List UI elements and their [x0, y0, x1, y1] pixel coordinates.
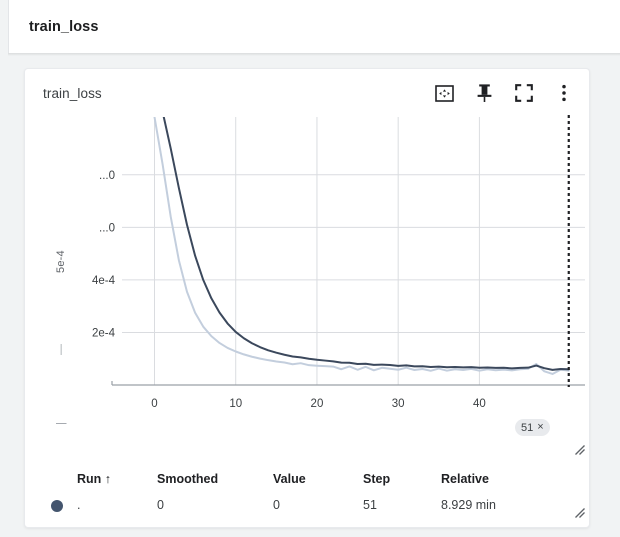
y-tick-label: 4e-4 — [92, 275, 116, 287]
chart-card-actions — [433, 82, 575, 104]
legend-body: . 0 0 51 8.929 min — [43, 496, 573, 514]
legend-header-row: Run ↑ Smoothed Value Step Relative — [43, 469, 573, 496]
pin-icon[interactable] — [473, 82, 495, 104]
legend-col-color — [43, 469, 77, 496]
chart-title: train_loss — [43, 85, 102, 101]
legend-cell-run: . — [77, 498, 81, 512]
legend-run-color — [43, 496, 77, 514]
legend-cell-value: 0 — [273, 498, 280, 512]
run-color-dot — [51, 499, 63, 512]
x-tick-label: 0 — [151, 398, 157, 410]
legend-col-smoothed[interactable]: Smoothed — [157, 472, 219, 486]
legend-col-relative[interactable]: Relative — [441, 472, 489, 486]
y-tick-label: ...0 — [99, 170, 115, 182]
x-tick-label: 20 — [311, 398, 324, 410]
page-title: train_loss — [29, 18, 99, 35]
chart-line-series — [162, 117, 570, 371]
chart-card: train_loss — [24, 68, 590, 528]
chart-plot-area[interactable]: 5e-4 — | 2e-4 4e-4 ...0 ...0 0 10 20 30 40 51 × — [25, 113, 591, 463]
run-legend: Run ↑ Smoothed Value Step Relative . 0 0 51… — [25, 469, 591, 514]
chart-svg[interactable]: 2e-4 4e-4 ...0 ...0 0 10 20 30 40 — [25, 113, 591, 463]
x-tick-label: 40 — [473, 398, 486, 410]
legend-col-value[interactable]: Value — [273, 472, 306, 486]
chart-card-header: train_loss — [25, 69, 589, 117]
legend-cell-smoothed: 0 — [157, 498, 164, 512]
page-header: train_loss — [8, 0, 620, 53]
step-marker-close-icon[interactable]: × — [537, 421, 544, 433]
legend-col-step[interactable]: Step — [363, 472, 391, 486]
fit-domain-icon[interactable] — [433, 82, 455, 104]
legend-row[interactable]: . 0 0 51 8.929 min — [43, 496, 573, 514]
step-marker-value: 51 — [521, 421, 534, 434]
header-shadow — [8, 53, 620, 56]
x-tick-label: 30 — [392, 398, 405, 410]
y-tick-label: ...0 — [99, 222, 115, 234]
more-options-icon[interactable] — [553, 82, 575, 104]
card-resize-handle[interactable] — [573, 506, 587, 520]
legend-table: Run ↑ Smoothed Value Step Relative . 0 0 51… — [43, 469, 573, 514]
chart-line-series — [153, 117, 570, 375]
plot-resize-handle[interactable] — [573, 443, 587, 457]
y-tick-label: 2e-4 — [92, 327, 116, 339]
legend-cell-relative: 8.929 min — [441, 498, 496, 512]
fullscreen-icon[interactable] — [513, 82, 535, 104]
x-tick-label: 10 — [229, 398, 242, 410]
step-marker-chip[interactable]: 51 × — [515, 419, 550, 436]
legend-col-run[interactable]: Run ↑ — [77, 472, 112, 486]
legend-cell-step: 51 — [363, 498, 377, 512]
